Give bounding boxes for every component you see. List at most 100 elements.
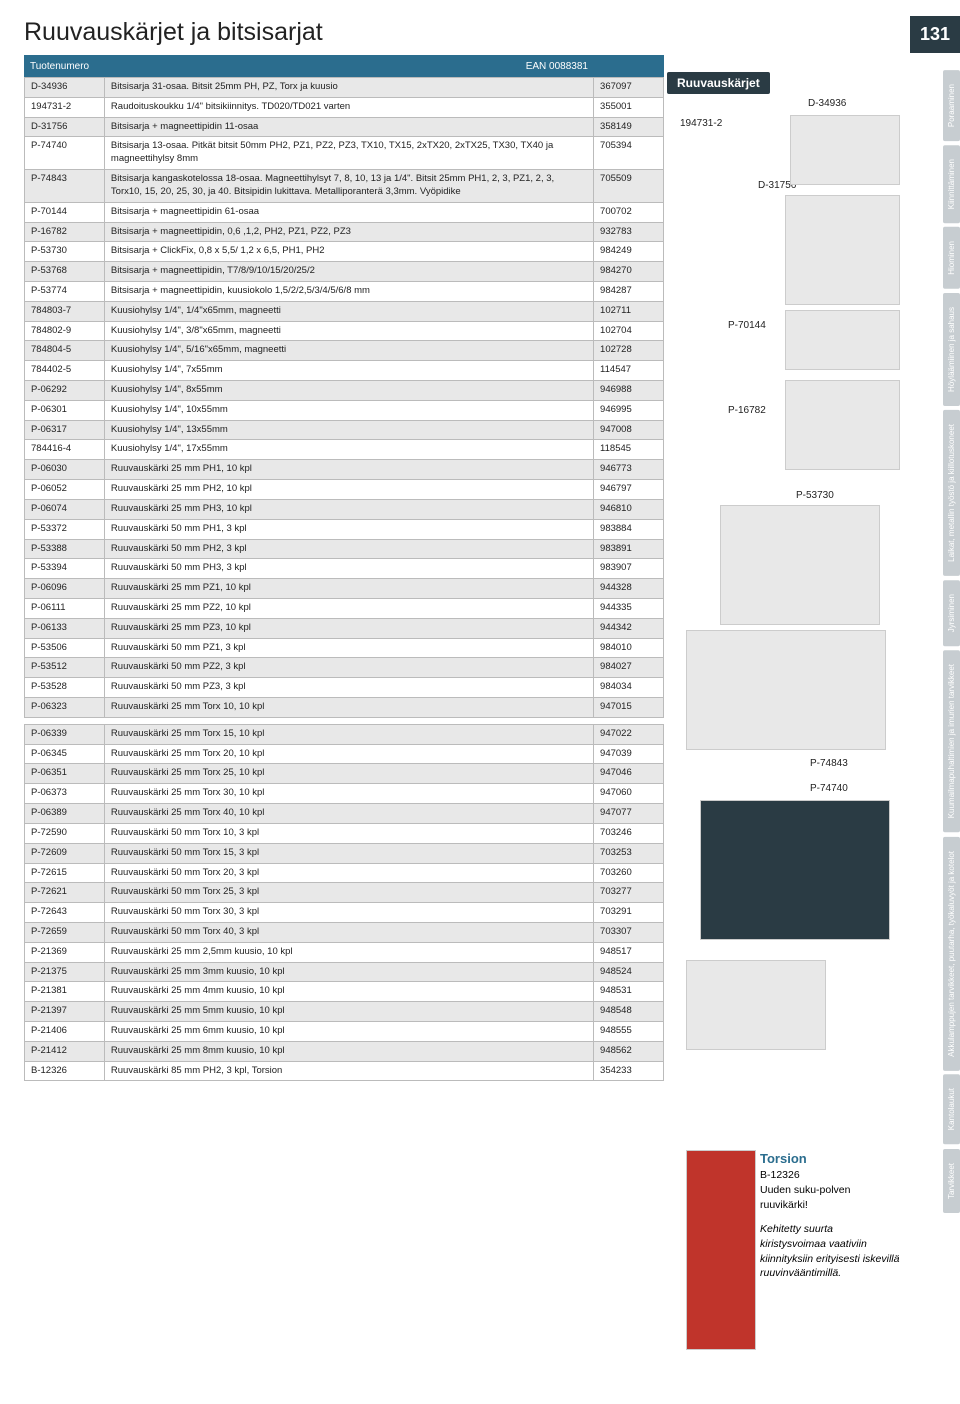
cell-code: P-06351 [25,764,105,784]
table-row: P-72609Ruuvauskärki 50 mm Torx 15, 3 kpl… [25,843,664,863]
table-row: 784802-9Kuusiohylsy 1/4", 3/8"x65mm, mag… [25,321,664,341]
cell-code: P-06074 [25,499,105,519]
cell-ean: 102728 [594,341,664,361]
table-row: P-21397Ruuvauskärki 25 mm 5mm kuusio, 10… [25,1002,664,1022]
cell-desc: Raudoituskoukku 1/4" bitsikiinnitys. TD0… [104,97,593,117]
cell-desc: Ruuvauskärki 50 mm PZ2, 3 kpl [104,658,593,678]
cell-desc: Kuusiohylsy 1/4", 1/4"x65mm, magneetti [104,301,593,321]
cell-desc: Ruuvauskärki 50 mm PZ1, 3 kpl [104,638,593,658]
table-row: P-53730Bitsisarja + ClickFix, 0,8 x 5,5/… [25,242,664,262]
cell-ean: 948517 [594,942,664,962]
page-number: 131 [910,16,960,53]
cell-desc: Kuusiohylsy 1/4", 3/8"x65mm, magneetti [104,321,593,341]
table-row: P-53388Ruuvauskärki 50 mm PH2, 3 kpl9838… [25,539,664,559]
cell-code: P-72621 [25,883,105,903]
cell-desc: Ruuvauskärki 85 mm PH2, 3 kpl, Torsion [104,1061,593,1081]
page-title: Ruuvauskärjet ja bitsisarjat [0,0,960,55]
cell-code: P-72609 [25,843,105,863]
table-row: P-06351Ruuvauskärki 25 mm Torx 25, 10 kp… [25,764,664,784]
table-row: P-06052Ruuvauskärki 25 mm PH2, 10 kpl946… [25,480,664,500]
cell-ean: 948548 [594,1002,664,1022]
cell-desc: Ruuvauskärki 25 mm PH1, 10 kpl [104,460,593,480]
cell-code: P-53528 [25,678,105,698]
product-image [785,195,900,305]
cell-ean: 948562 [594,1041,664,1061]
cell-code: P-06301 [25,400,105,420]
cell-desc: Kuusiohylsy 1/4", 17x55mm [104,440,593,460]
cell-desc: Ruuvauskärki 50 mm Torx 15, 3 kpl [104,843,593,863]
cell-code: 784804-5 [25,341,105,361]
table-row: P-74843Bitsisarja kangaskotelossa 18-osa… [25,170,664,203]
product-image [785,310,900,370]
cell-ean: 102704 [594,321,664,341]
cell-code: 784402-5 [25,361,105,381]
cell-ean: 700702 [594,202,664,222]
cell-desc: Ruuvauskärki 25 mm Torx 10, 10 kpl [104,698,593,718]
cell-code: B-12326 [25,1061,105,1081]
cell-desc: Bitsisarja + magneettipidin, 0,6 ,1,2, P… [104,222,593,242]
cell-ean: 703277 [594,883,664,903]
cell-code: P-06389 [25,804,105,824]
table-row: P-72643Ruuvauskärki 50 mm Torx 30, 3 kpl… [25,903,664,923]
cell-ean: 932783 [594,222,664,242]
side-tab: Kantolaukut [943,1074,960,1144]
cell-code: P-06096 [25,579,105,599]
col-header-ean: EAN 0088381 [104,61,594,72]
cell-code: P-53388 [25,539,105,559]
cell-code: P-21375 [25,962,105,982]
col-header-tuotenumero: Tuotenumero [24,61,104,72]
torsion-text-1: Uuden suku-polven ruuvikärki! [760,1183,900,1212]
cell-code: P-06292 [25,381,105,401]
cell-desc: Kuusiohylsy 1/4", 10x55mm [104,400,593,420]
cell-desc: Ruuvauskärki 25 mm Torx 30, 10 kpl [104,784,593,804]
cell-desc: Ruuvauskärki 25 mm Torx 20, 10 kpl [104,744,593,764]
cell-desc: Ruuvauskärki 25 mm PZ2, 10 kpl [104,598,593,618]
cell-code: P-16782 [25,222,105,242]
table-row: P-72621Ruuvauskärki 50 mm Torx 25, 3 kpl… [25,883,664,903]
cell-ean: 944335 [594,598,664,618]
table-row: P-06345Ruuvauskärki 25 mm Torx 20, 10 kp… [25,744,664,764]
cell-desc: Ruuvauskärki 25 mm Torx 15, 10 kpl [104,724,593,744]
table-row: P-21381Ruuvauskärki 25 mm 4mm kuusio, 10… [25,982,664,1002]
cell-desc: Ruuvauskärki 50 mm PH3, 3 kpl [104,559,593,579]
cell-code: P-74843 [25,170,105,203]
side-tab: Hiominen [943,227,960,289]
cell-ean: 947046 [594,764,664,784]
table-header: Tuotenumero EAN 0088381 [24,55,664,77]
main-table-column: Tuotenumero EAN 0088381 D-34936Bitsisarj… [24,55,664,1081]
cell-code: 784802-9 [25,321,105,341]
cell-code: P-06111 [25,598,105,618]
cell-code: P-06133 [25,618,105,638]
cell-code: P-21369 [25,942,105,962]
callout-p16782: P-16782 [728,405,766,416]
table-row: P-21412Ruuvauskärki 25 mm 8mm kuusio, 10… [25,1041,664,1061]
cell-code: D-31756 [25,117,105,137]
cell-desc: Ruuvauskärki 50 mm Torx 40, 3 kpl [104,922,593,942]
table-row: 784402-5Kuusiohylsy 1/4", 7x55mm114547 [25,361,664,381]
table-row: P-21375Ruuvauskärki 25 mm 3mm kuusio, 10… [25,962,664,982]
cell-code: P-06052 [25,480,105,500]
section-heading: Ruuvauskärjet [667,72,770,94]
cell-desc: Ruuvauskärki 25 mm PZ1, 10 kpl [104,579,593,599]
table-row: P-06292Kuusiohylsy 1/4", 8x55mm946988 [25,381,664,401]
torsion-info: Torsion B-12326 Uuden suku-polven ruuvik… [760,1150,900,1281]
table-row: P-53394Ruuvauskärki 50 mm PH3, 3 kpl9839… [25,559,664,579]
table-row: P-21369Ruuvauskärki 25 mm 2,5mm kuusio, … [25,942,664,962]
product-image [686,1150,756,1350]
cell-desc: Ruuvauskärki 50 mm PZ3, 3 kpl [104,678,593,698]
cell-code: P-53512 [25,658,105,678]
table-row: P-06030Ruuvauskärki 25 mm PH1, 10 kpl946… [25,460,664,480]
cell-code: P-53730 [25,242,105,262]
cell-desc: Bitsisarja 31-osaa. Bitsit 25mm PH, PZ, … [104,78,593,98]
cell-desc: Ruuvauskärki 50 mm PH1, 3 kpl [104,519,593,539]
callout-p74740: P-74740 [810,783,848,794]
side-tab: Kiinnittäminen [943,145,960,223]
table-row: P-53774Bitsisarja + magneettipidin, kuus… [25,281,664,301]
table-row: P-06074Ruuvauskärki 25 mm PH3, 10 kpl946… [25,499,664,519]
cell-ean: 983891 [594,539,664,559]
cell-ean: 358149 [594,117,664,137]
table-row: P-06389Ruuvauskärki 25 mm Torx 40, 10 kp… [25,804,664,824]
cell-ean: 703307 [594,922,664,942]
cell-desc: Kuusiohylsy 1/4", 5/16"x65mm, magneetti [104,341,593,361]
table-row: P-72615Ruuvauskärki 50 mm Torx 20, 3 kpl… [25,863,664,883]
